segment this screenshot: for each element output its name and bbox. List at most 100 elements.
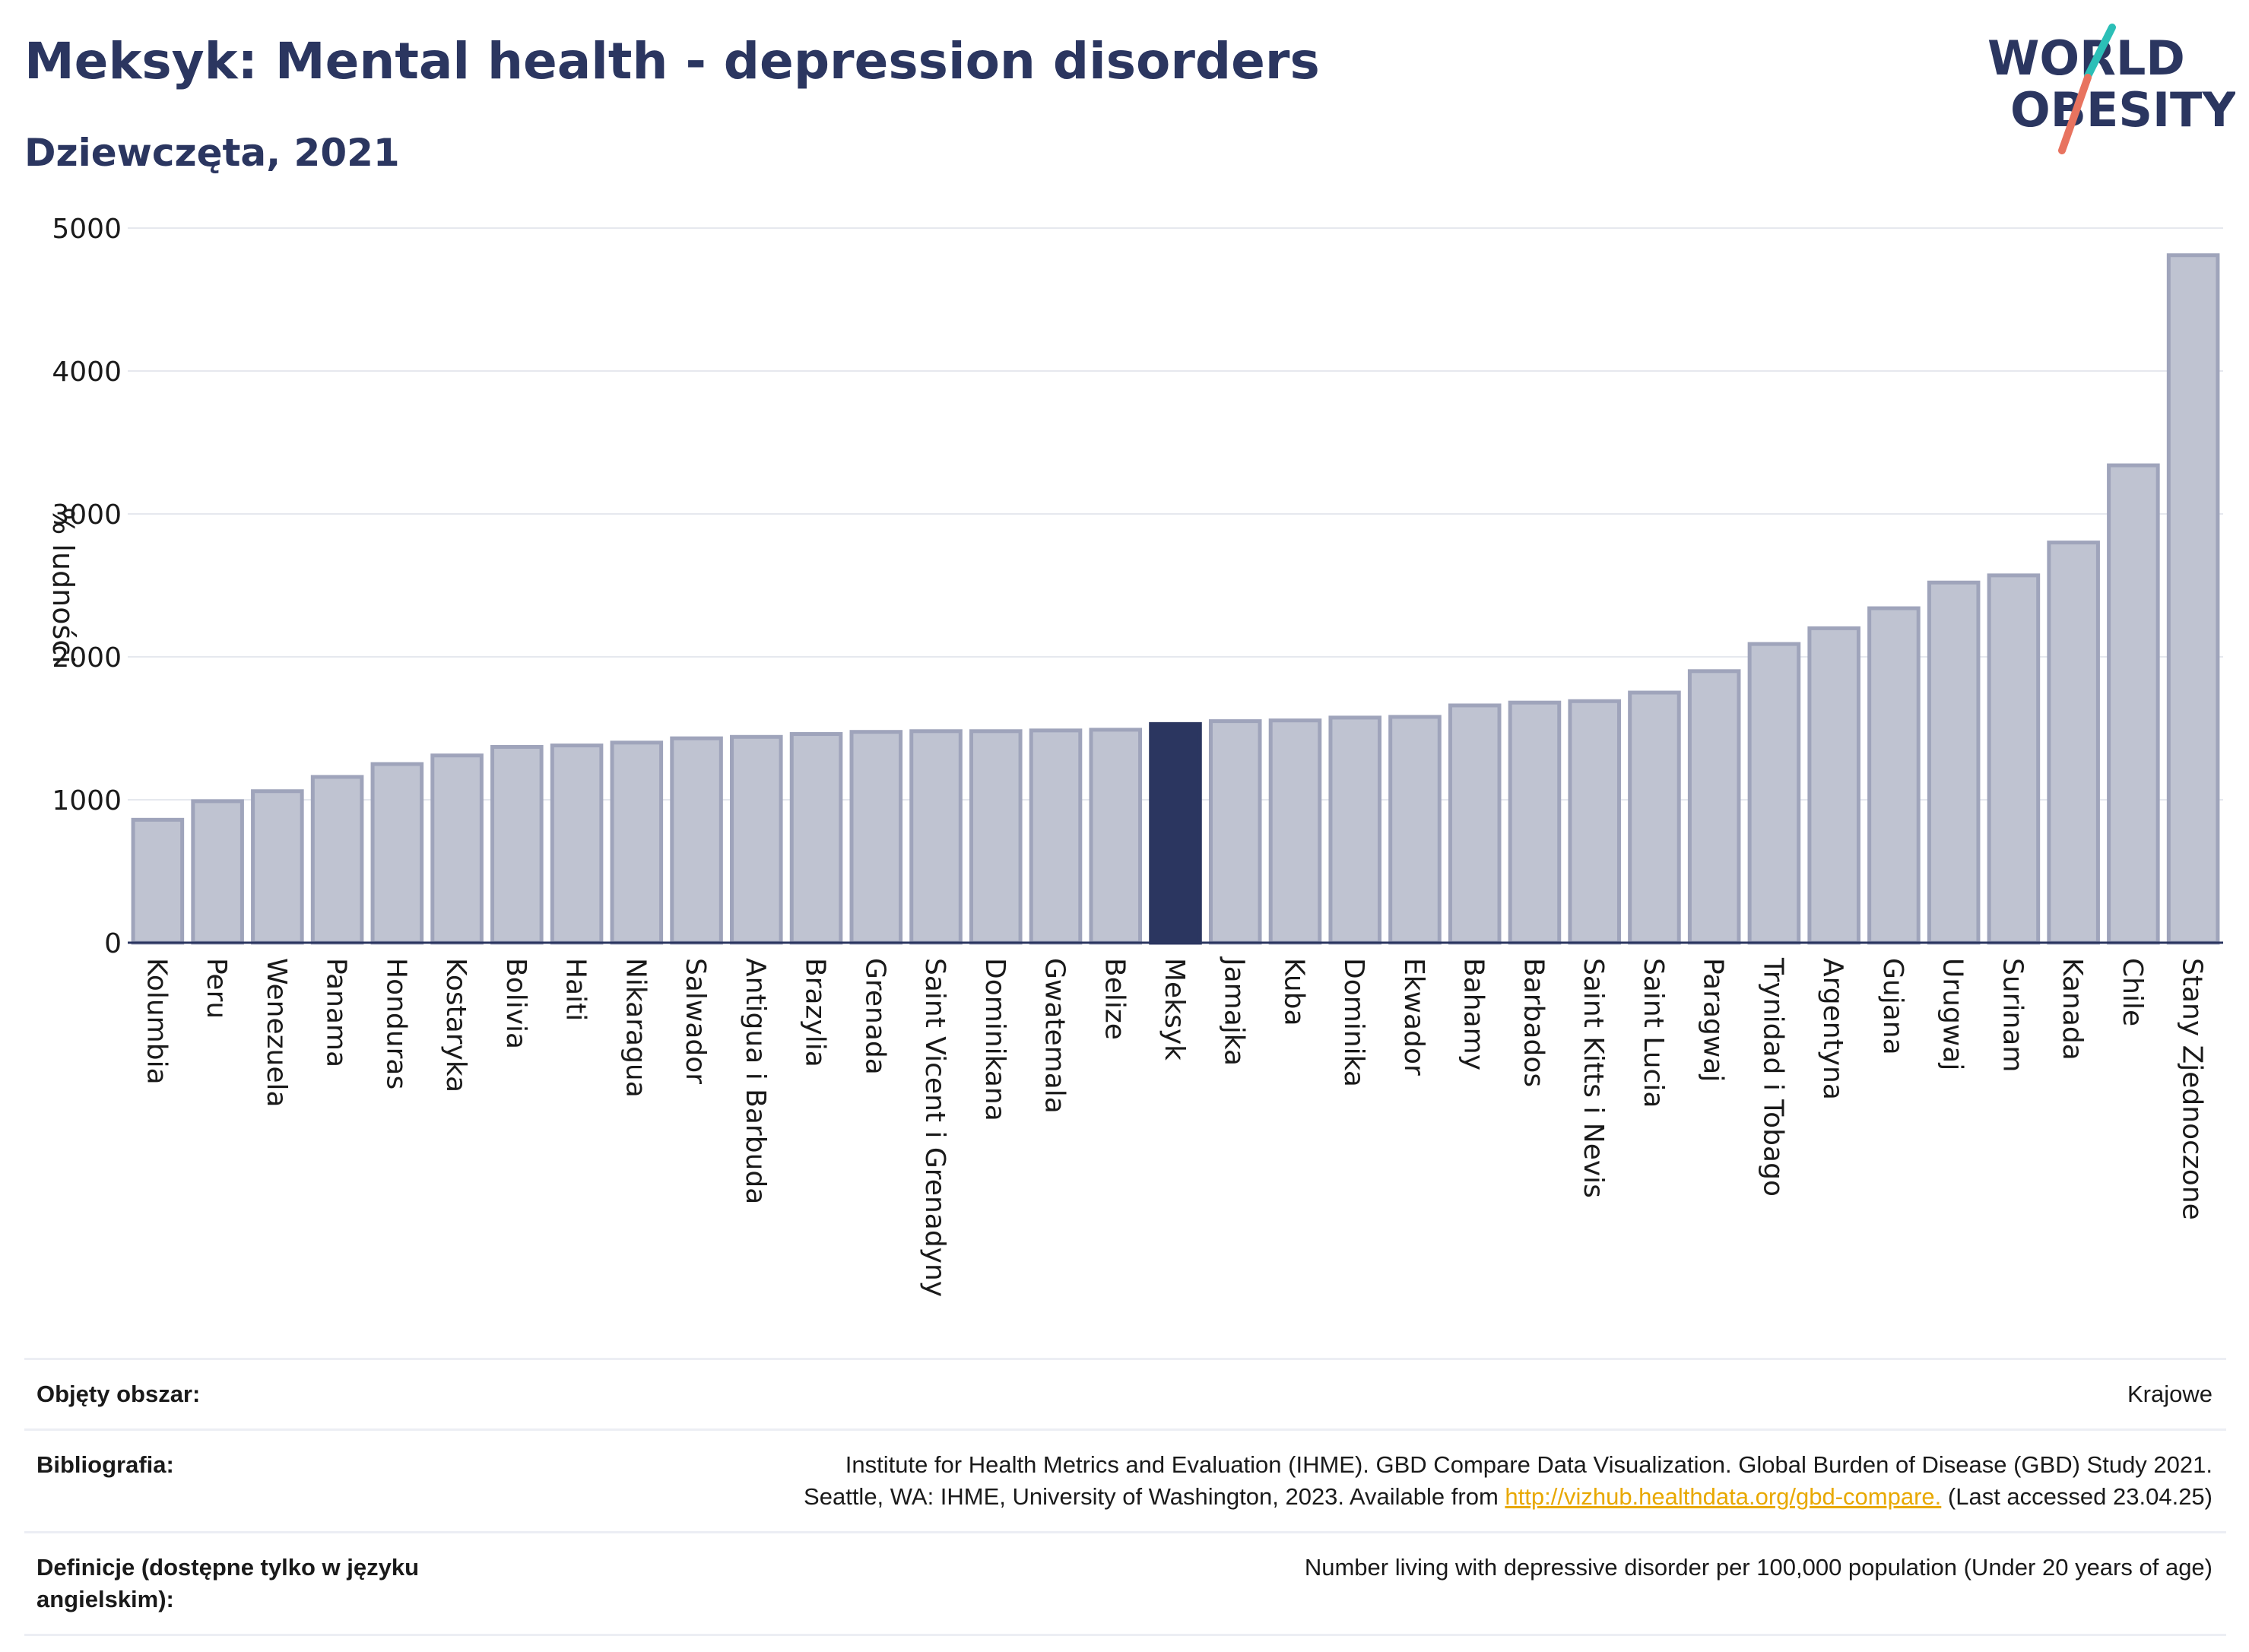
- footer-label-definitions: Definicje (dostępne tylko w języku angie…: [36, 1554, 420, 1612]
- x-tick-label: Ekwador: [1398, 958, 1429, 1076]
- x-tick-label: Brazylia: [800, 958, 831, 1067]
- source-link[interactable]: http://vizhub.healthdata.org/gbd-compare…: [1505, 1483, 1942, 1510]
- bar: [1867, 606, 1921, 945]
- bar: [610, 740, 664, 945]
- bar: [1029, 728, 1083, 945]
- chart-subtitle: Dziewczęta, 2021: [24, 131, 400, 175]
- x-tick-label: Stany Zjednoczone: [2177, 958, 2208, 1220]
- x-tick-label: Jamajka: [1219, 956, 1250, 1066]
- bar: [131, 817, 185, 945]
- x-tick-label: Gwatemala: [1039, 958, 1071, 1114]
- bar: [2166, 253, 2220, 945]
- footer-table: Objęty obszar: Krajowe Bibliografia: Ins…: [24, 1358, 2226, 1636]
- x-tick-label: Kolumbia: [141, 958, 172, 1085]
- logo-text-obesity: OBESITY: [2010, 82, 2235, 138]
- bar: [730, 734, 783, 945]
- bar: [1388, 715, 1442, 945]
- footer-value-bibliography: Institute for Health Metrics and Evaluat…: [804, 1449, 2213, 1513]
- x-tick-label: Wenezuela: [261, 958, 292, 1108]
- x-tick-label: Panama: [321, 958, 352, 1067]
- bar: [310, 775, 364, 945]
- chart-title: Meksyk: Mental health - depression disor…: [24, 32, 1320, 90]
- logo-slash-coral: [2058, 74, 2092, 154]
- bar: [1208, 719, 1262, 945]
- x-tick-label: Surinam: [1997, 958, 2028, 1072]
- footer-row-definitions: Definicje (dostępne tylko w języku angie…: [24, 1531, 2226, 1636]
- bar: [490, 744, 544, 945]
- bar-highlighted: [1149, 721, 1202, 945]
- bar: [1268, 718, 1322, 945]
- bar: [550, 744, 604, 945]
- bar: [1328, 715, 1382, 945]
- x-tick-label: Kostaryka: [440, 958, 471, 1092]
- y-tick-label: 4000: [52, 357, 122, 388]
- bar: [251, 789, 304, 945]
- x-tick-label: Belize: [1099, 958, 1130, 1040]
- x-tick-label: Argentyna: [1817, 958, 1848, 1100]
- x-tick-label: Kanada: [2057, 958, 2088, 1061]
- x-tick-label: Barbados: [1518, 958, 1549, 1087]
- bars: [131, 253, 2220, 945]
- bar: [1687, 669, 1741, 945]
- bar: [670, 736, 723, 945]
- x-tick-label: Kuba: [1278, 958, 1309, 1026]
- bar: [1987, 573, 2041, 945]
- y-tick-label: 1000: [52, 785, 122, 816]
- y-tick-label: 5000: [52, 214, 122, 245]
- bar: [909, 729, 963, 945]
- x-tick-label: Bahamy: [1458, 958, 1489, 1070]
- x-tick-label: Trynidad i Tobago: [1757, 957, 1788, 1197]
- bar: [430, 753, 484, 945]
- footer-value-area: Krajowe: [2127, 1381, 2213, 1407]
- y-tick-labels: 0 1000 2000 3000 4000 5000: [52, 214, 122, 959]
- bar: [1448, 703, 1502, 945]
- bibliography-line-1: Institute for Health Metrics and Evaluat…: [845, 1451, 2213, 1478]
- bar: [1927, 580, 1981, 945]
- x-tick-label: Nikaragua: [620, 958, 651, 1098]
- bar: [1747, 642, 1801, 945]
- x-tick-label: Dominika: [1338, 958, 1369, 1087]
- x-tick-label: Chile: [2117, 958, 2148, 1026]
- bar: [789, 732, 843, 945]
- x-tick-label: Gujana: [1877, 958, 1908, 1055]
- bar: [370, 762, 424, 945]
- y-tick-label: 3000: [52, 499, 122, 531]
- footer-label-area: Objęty obszar:: [36, 1381, 201, 1407]
- x-tick-label: Paragwaj: [1698, 958, 1729, 1082]
- x-tick-label: Salwador: [680, 958, 711, 1084]
- bar: [1807, 626, 1860, 945]
- x-tick-label: Saint Vicent i Grenadyny: [919, 958, 950, 1297]
- x-tick-label: Haiti: [560, 958, 592, 1021]
- x-tick-label: Honduras: [380, 958, 411, 1089]
- bar: [1089, 728, 1143, 945]
- bar: [2047, 541, 2100, 945]
- bar: [1568, 699, 1621, 945]
- x-tick-label: Antigua i Barbuda: [740, 958, 771, 1204]
- x-tick-label: Dominikana: [979, 958, 1010, 1121]
- footer-value-definitions: Number living with depressive disorder p…: [1304, 1554, 2213, 1581]
- x-tick-label: Meksyk: [1159, 958, 1190, 1061]
- x-tick-labels: Kolumbia Peru Wenezuela Panama Honduras Kosta…: [141, 956, 2207, 1297]
- bar: [2107, 463, 2160, 945]
- bar-chart: 0 1000 2000 3000 4000 5000 % ludności Kolumbi…: [46, 214, 2223, 1297]
- footer-row-area: Objęty obszar: Krajowe: [24, 1358, 2226, 1428]
- footer-label-bibliography: Bibliografia:: [36, 1451, 174, 1478]
- y-tick-label: 0: [104, 928, 122, 959]
- bibliography-access-date: (Last accessed 23.04.25): [1941, 1483, 2213, 1510]
- bar: [969, 729, 1023, 945]
- logo-slash-teal: [2084, 24, 2116, 80]
- x-tick-label: Bolivia: [500, 958, 531, 1049]
- x-tick-label: Peru: [201, 958, 232, 1019]
- x-tick-label: Saint Lucia: [1638, 958, 1669, 1108]
- world-obesity-logo: WORLD OBESITY: [1987, 24, 2235, 154]
- y-axis-label: % ludności: [46, 507, 80, 664]
- x-tick-label: Urugwaj: [1937, 958, 1968, 1070]
- bar: [1628, 690, 1681, 945]
- bar: [849, 730, 903, 945]
- bar: [1508, 700, 1562, 945]
- footer-row-bibliography: Bibliografia: Institute for Health Metri…: [24, 1428, 2226, 1531]
- x-tick-label: Grenada: [859, 958, 890, 1075]
- x-tick-label: Saint Kitts i Nevis: [1578, 958, 1609, 1198]
- y-tick-label: 2000: [52, 642, 122, 674]
- bibliography-line-2: Seattle, WA: IHME, University of Washing…: [804, 1481, 2213, 1513]
